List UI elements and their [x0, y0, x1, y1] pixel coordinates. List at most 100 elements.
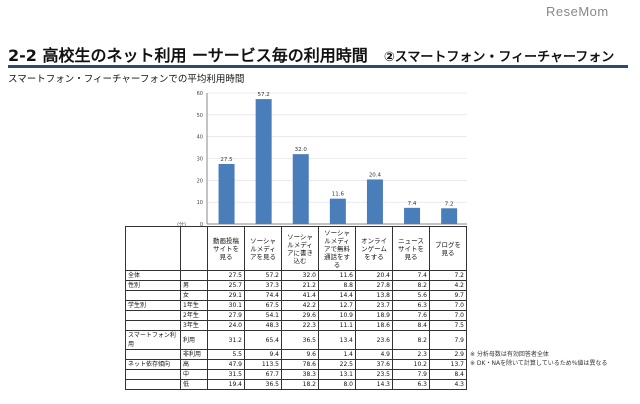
table-cell: 5.5 [207, 349, 245, 360]
table-cell: 4.2 [429, 280, 467, 291]
table-row: 全体 27.5 57.2 32.0 11.6 20.4 7.4 7.2 [125, 270, 467, 281]
table-cell: 7.9 [429, 330, 467, 350]
row-subgroup: 2年生 [180, 310, 208, 321]
y-tick-label: 50 [197, 113, 203, 119]
table-cell: 31.2 [207, 330, 245, 350]
table-cell: 25.7 [207, 280, 245, 291]
row-subgroup: 男 [180, 280, 208, 291]
row-subgroup: 女 [180, 290, 208, 301]
table-cell: 13.4 [318, 330, 356, 350]
table-cell: 4.9 [355, 349, 393, 360]
table-cell: 31.5 [207, 369, 245, 380]
table-cell: 6.3 [392, 379, 430, 390]
table-row: 低 19.4 36.5 18.2 8.0 14.3 6.3 4.3 [125, 379, 467, 390]
note-1: ※ 分析母数は有効回答者全体 [470, 351, 549, 358]
table-cell: 42.2 [281, 300, 319, 311]
table-cell: 8.0 [318, 379, 356, 390]
bar [404, 207, 421, 224]
table-cell: 18.9 [355, 310, 393, 321]
header-blank [125, 226, 181, 271]
table-header-row: 動画投稿サイトを見る ソーシャルメディアを見る ソーシャルメディアに書き込む ソーシャ… [125, 226, 467, 271]
table-cell: 10.9 [318, 310, 356, 321]
table-row: 中 31.5 67.7 38.3 13.1 23.5 7.9 8.4 [125, 369, 467, 380]
table-cell: 37.6 [355, 359, 393, 370]
row-subgroup: 非利用 [180, 349, 208, 360]
table-cell: 8.4 [429, 369, 467, 380]
note-2: ※ DK・NAを除いて計算しているため%値は異なる [470, 360, 608, 367]
table-cell: 7.5 [429, 320, 467, 331]
table-row: 学生別 1年生 30.1 67.5 42.2 12.7 23.7 6.3 7.0 [125, 300, 467, 311]
table-cell: 7.6 [392, 310, 430, 321]
bar-value-label: 27.5 [220, 157, 233, 163]
table-cell: 5.6 [392, 290, 430, 301]
bar-value-label: 11.6 [332, 192, 345, 198]
table-cell: 29.6 [281, 310, 319, 321]
row-group: 学生別 [125, 300, 181, 311]
bar-chart: 0 10 20 30 40 50 60 (分) 27.5 57.2 32.0 11.6 20.4 7.4 7… [177, 91, 467, 228]
table-cell: 23.7 [355, 300, 393, 311]
table-cell: 65.4 [244, 330, 282, 350]
table-cell: 12.7 [318, 300, 356, 311]
table-cell: 2.9 [429, 349, 467, 360]
table-cell: 14.3 [355, 379, 393, 390]
row-group: 全体 [125, 270, 181, 281]
table-cell: 7.9 [392, 369, 430, 380]
y-tick-label: 40 [197, 135, 203, 141]
table-cell: 67.7 [244, 369, 282, 380]
table-cell: 30.1 [207, 300, 245, 311]
table-cell: 36.5 [281, 330, 319, 350]
table-cell: 29.1 [207, 290, 245, 301]
table-cell: 1.4 [318, 349, 356, 360]
table-cell: 18.2 [281, 379, 319, 390]
row-subgroup [180, 270, 208, 281]
column-header: オンラインゲームをする [355, 226, 393, 271]
table-cell: 11.1 [318, 320, 356, 331]
table-cell: 7.4 [392, 270, 430, 281]
table-row: 非利用 5.5 9.4 9.6 1.4 4.9 2.3 2.9 [125, 349, 467, 360]
table-cell: 32.0 [281, 270, 319, 281]
table-cell: 47.9 [207, 359, 245, 370]
table-cell: 78.6 [281, 359, 319, 370]
table-cell: 14.4 [318, 290, 356, 301]
notes: ※ 分析母数は有効回答者全体 ※ DK・NAを除いて計算しているため%値は異なる [470, 350, 607, 368]
y-tick-label: 60 [197, 91, 203, 97]
resemom-logo: ReseMom [546, 4, 609, 19]
table-cell: 6.3 [392, 300, 430, 311]
table-cell: 11.6 [318, 270, 356, 281]
row-group [125, 369, 181, 380]
table-cell: 7.0 [429, 300, 467, 311]
table-cell: 20.4 [355, 270, 393, 281]
row-group: スマートフォン利用 [125, 330, 181, 350]
column-header: ソーシャルメディアを見る [244, 226, 282, 271]
table-cell: 8.2 [392, 280, 430, 291]
table-cell: 27.5 [207, 270, 245, 281]
table-row: 性別男 25.7 37.3 21.2 8.8 27.8 8.2 4.2 [125, 280, 467, 291]
bar-value-label: 20.4 [369, 172, 382, 178]
row-subgroup: 3年生 [180, 320, 208, 331]
row-subgroup: 中 [180, 369, 208, 380]
table-cell: 9.7 [429, 290, 467, 301]
table-cell: 7.2 [429, 270, 467, 281]
bar [292, 154, 309, 224]
table-cell: 23.6 [355, 330, 393, 350]
column-header: ソーシャルメディアで無料通話をする [318, 226, 356, 271]
bar-value-label: 57.2 [258, 92, 270, 98]
bar [218, 163, 235, 224]
chart-subtitle: スマートフォン・フィーチャーフォンでの平均利用時間 [8, 74, 245, 85]
y-tick-label: 0 [200, 222, 203, 228]
row-group: ネット依存傾向 [125, 359, 181, 370]
row-group [125, 379, 181, 390]
table-cell: 19.4 [207, 379, 245, 390]
y-tick-label: 10 [197, 200, 203, 206]
table-cell: 8.4 [392, 320, 430, 331]
bar [441, 208, 458, 224]
table-cell: 37.3 [244, 280, 282, 291]
table-cell: 74.4 [244, 290, 282, 301]
bar [255, 99, 272, 224]
table-cell: 7.0 [429, 310, 467, 321]
row-subgroup: 利用 [180, 330, 208, 350]
title-main: 2-2 高校生のネット利用 ーサービス毎の利用時間 [8, 46, 368, 65]
table-row: 女 29.1 74.4 41.4 14.4 13.8 5.6 9.7 [125, 290, 467, 301]
row-group [125, 349, 181, 360]
bar-value-label: 32.0 [295, 147, 308, 153]
